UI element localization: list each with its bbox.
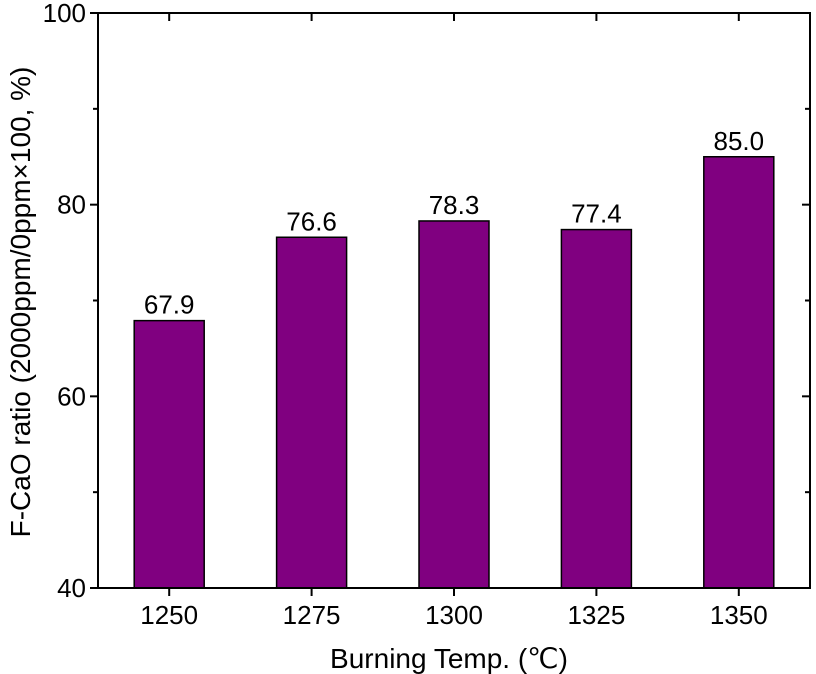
data-label: 85.0: [713, 126, 764, 156]
bar: [560, 228, 633, 589]
y-tick-label: 60: [57, 381, 86, 411]
data-label: 78.3: [429, 190, 480, 220]
plot-area: 67.9 76.6 78.3 77.4 85.0 40 60 80 100 1250 1275 130…: [43, 0, 811, 630]
x-tick-label: 1350: [710, 600, 768, 630]
y-tick-label: 40: [57, 573, 86, 603]
y-axis-title: F-CaO ratio (2000ppm/0ppm×100, %): [5, 67, 36, 538]
data-label: 67.9: [144, 290, 195, 320]
y-tick-label: 100: [43, 0, 86, 28]
x-tick-label: 1325: [567, 600, 625, 630]
x-axis-title: Burning Temp. (℃): [330, 643, 568, 674]
x-tick-label: 1250: [140, 600, 198, 630]
x-tick-label: 1300: [425, 600, 483, 630]
bar: [418, 220, 490, 589]
bar: [275, 236, 348, 589]
data-label: 76.6: [286, 206, 337, 236]
data-label: 77.4: [571, 199, 622, 229]
bar: [133, 319, 205, 589]
y-tick-label: 80: [57, 190, 86, 220]
bar: [703, 156, 775, 589]
x-tick-label: 1275: [283, 600, 341, 630]
